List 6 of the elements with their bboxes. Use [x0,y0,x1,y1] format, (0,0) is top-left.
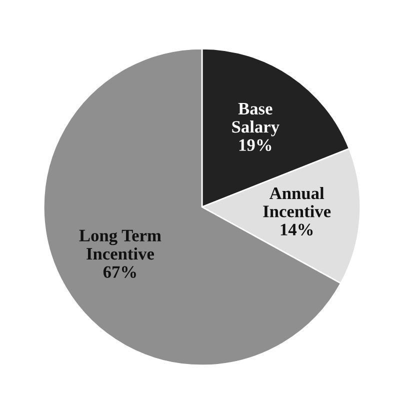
data-label: 19% [239,139,272,151]
data-label: 67% [103,266,136,278]
slice-label: Annual Incentive [263,186,331,218]
data-label: 14% [280,224,313,236]
slice-label: Base Salary [232,103,280,136]
slice-label: Long Term Incentive [79,230,162,260]
